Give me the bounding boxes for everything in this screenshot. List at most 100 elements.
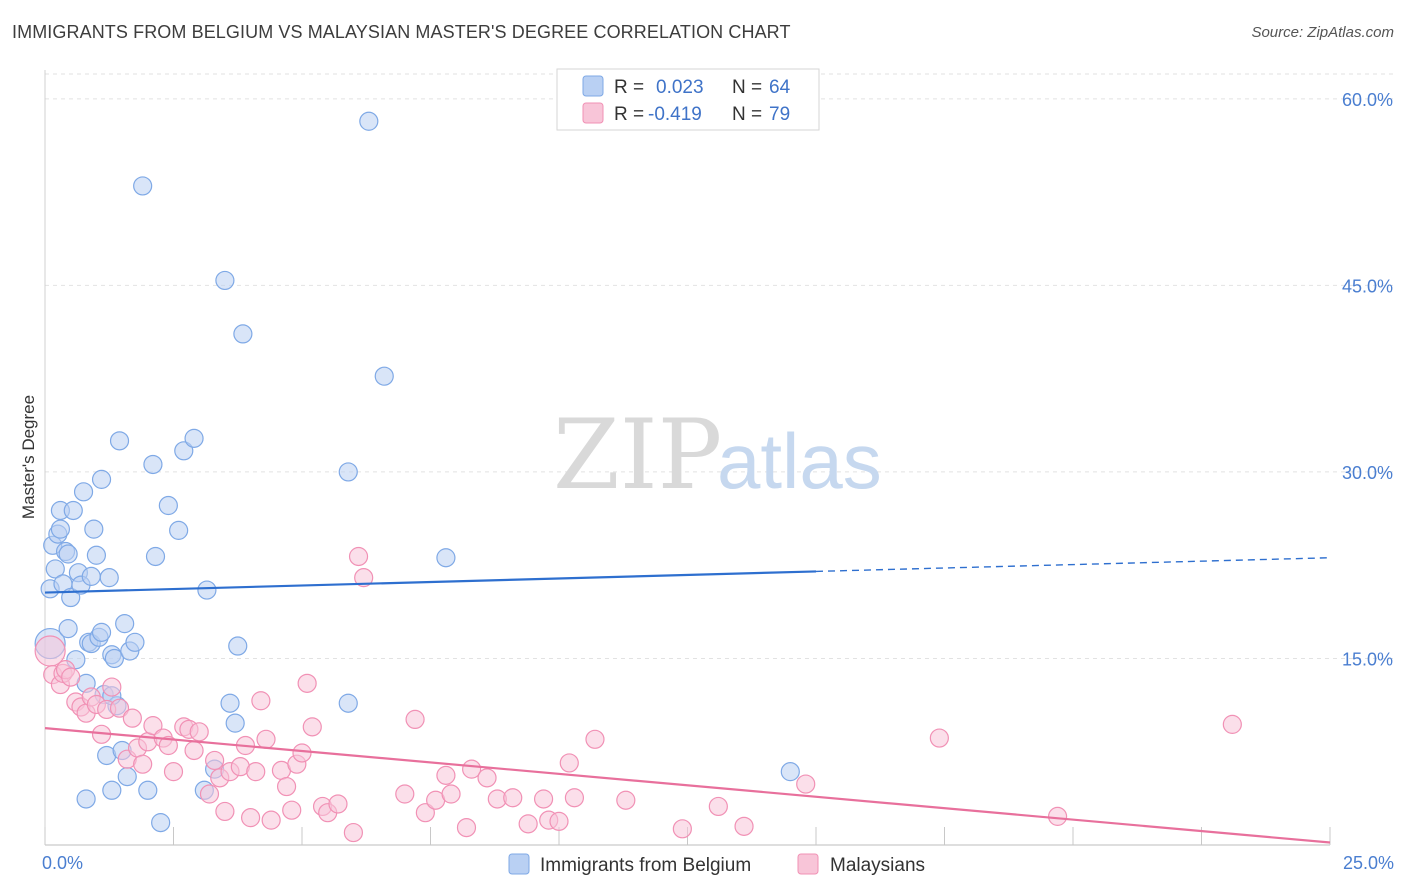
belgium-point-20 bbox=[81, 566, 101, 586]
belgium-point-3 bbox=[45, 559, 65, 579]
malaysian-point-29 bbox=[205, 750, 225, 771]
y-tick-label-0: 15.0% bbox=[1342, 649, 1393, 669]
belgium-point-47 bbox=[174, 441, 194, 461]
legend-n-label-belgium: N = bbox=[732, 77, 762, 98]
malaysian-point-42 bbox=[282, 800, 302, 820]
bottom-legend-swatch-malaysians[interactable] bbox=[797, 853, 819, 875]
malaysian-point-75 bbox=[796, 774, 816, 794]
malaysian-point-69 bbox=[564, 788, 585, 808]
malaysian-point-45 bbox=[297, 673, 317, 693]
y-tick-labels: 15.0% 30.0% 45.0% 60.0% bbox=[1342, 90, 1393, 670]
belgium-point-36 bbox=[115, 614, 135, 634]
data-points bbox=[34, 111, 1242, 843]
malaysian-point-18 bbox=[133, 754, 153, 774]
belgium-point-22 bbox=[84, 519, 104, 539]
belgium-point-23 bbox=[86, 545, 107, 565]
belgium-point-54 bbox=[225, 713, 245, 733]
bottom-legend: Immigrants from Belgium Malaysians bbox=[508, 853, 925, 876]
belgium-point-41 bbox=[138, 780, 158, 800]
bottom-legend-swatch-belgium[interactable] bbox=[508, 853, 530, 875]
y-tick-label-1: 30.0% bbox=[1342, 463, 1393, 483]
malaysian-point-57 bbox=[436, 765, 456, 785]
malaysian-point-14 bbox=[109, 698, 130, 718]
belgium-point-42 bbox=[143, 454, 163, 475]
legend-r-label-malaysians: R = bbox=[614, 104, 644, 125]
malaysian-point-68 bbox=[559, 753, 579, 773]
trend-line-belgium-extension bbox=[815, 557, 1331, 573]
malaysian-point-28 bbox=[199, 784, 220, 804]
belgium-point-10 bbox=[58, 544, 78, 564]
malaysian-point-16 bbox=[122, 708, 142, 728]
belgium-point-62 bbox=[780, 762, 800, 782]
malaysian-point-73 bbox=[708, 796, 728, 817]
malaysian-point-51 bbox=[348, 546, 369, 567]
y-tick-label-2: 45.0% bbox=[1342, 276, 1393, 296]
malaysian-point-76 bbox=[929, 728, 949, 748]
malaysian-point-50 bbox=[343, 822, 363, 843]
belgium-point-59 bbox=[359, 111, 379, 131]
malaysian-point-53 bbox=[395, 784, 415, 804]
source-label: Source: ZipAtlas.com bbox=[1251, 24, 1394, 41]
chart-title: IMMIGRANTS FROM BELGIUM VS MALAYSIAN MAS… bbox=[12, 22, 791, 42]
malaysian-point-64 bbox=[518, 814, 538, 834]
malaysian-point-27 bbox=[189, 722, 209, 742]
x-tick-label-1: 25.0% bbox=[1343, 853, 1394, 873]
malaysian-point-54 bbox=[405, 709, 425, 730]
belgium-point-48 bbox=[184, 428, 204, 448]
malaysian-point-44 bbox=[292, 743, 312, 763]
malaysian-point-59 bbox=[456, 817, 477, 838]
malaysian-point-39 bbox=[261, 810, 281, 830]
malaysian-point-65 bbox=[533, 789, 554, 809]
belgium-point-58 bbox=[338, 462, 358, 482]
malaysian-point-61 bbox=[477, 768, 497, 788]
legend-r-value-belgium: 0.023 bbox=[656, 77, 704, 98]
legend-swatch-malaysians bbox=[582, 102, 604, 124]
malaysian-point-37 bbox=[251, 691, 271, 711]
malaysian-point-20 bbox=[143, 716, 163, 736]
belgium-point-43 bbox=[145, 546, 166, 567]
malaysian-point-38 bbox=[256, 729, 276, 749]
x-tick-labels: 0.0% 25.0% bbox=[42, 853, 1394, 873]
belgium-point-34 bbox=[109, 431, 130, 451]
belgium-point-30 bbox=[102, 780, 122, 800]
x-tick-label-0: 0.0% bbox=[42, 853, 83, 873]
malaysian-point-31 bbox=[215, 801, 235, 822]
malaysian-point-77 bbox=[1047, 806, 1068, 826]
legend-n-label-malaysians: N = bbox=[732, 104, 762, 125]
trend-lines bbox=[44, 557, 1331, 844]
belgium-point-29 bbox=[99, 568, 119, 588]
bottom-legend-label-malaysians[interactable]: Malaysians bbox=[830, 855, 925, 876]
belgium-point-40 bbox=[133, 176, 153, 196]
belgium-point-9 bbox=[58, 619, 78, 639]
malaysian-point-49 bbox=[328, 794, 348, 814]
belgium-point-18 bbox=[76, 789, 96, 809]
bottom-legend-label-belgium[interactable]: Immigrants from Belgium bbox=[540, 855, 751, 876]
belgium-point-37 bbox=[117, 767, 137, 787]
belgium-point-56 bbox=[233, 324, 253, 344]
y-tick-label-3: 60.0% bbox=[1342, 90, 1393, 110]
malaysian-point-23 bbox=[163, 762, 184, 782]
malaysian-point-52 bbox=[354, 568, 374, 588]
legend-swatch-belgium bbox=[582, 75, 604, 97]
malaysian-point-41 bbox=[276, 776, 297, 797]
belgium-point-16 bbox=[73, 482, 94, 502]
belgium-point-39 bbox=[125, 632, 145, 652]
watermark-zip: ZIP bbox=[553, 399, 722, 511]
belgium-point-32 bbox=[104, 648, 124, 669]
trend-line-belgium bbox=[44, 570, 817, 594]
belgium-point-25 bbox=[91, 622, 112, 642]
malaysian-point-26 bbox=[184, 740, 204, 761]
malaysian-point-58 bbox=[441, 784, 461, 804]
malaysian-point-35 bbox=[241, 808, 261, 828]
belgium-point-44 bbox=[151, 813, 171, 833]
malaysian-point-22 bbox=[158, 735, 178, 756]
y-axis-label: Master's Degree bbox=[19, 395, 38, 519]
belgium-point-53 bbox=[220, 693, 240, 713]
legend-n-value-belgium: 64 bbox=[769, 77, 791, 98]
belgium-point-61 bbox=[436, 548, 456, 568]
legend-r-label-belgium: R = bbox=[614, 77, 644, 98]
belgium-point-55 bbox=[228, 636, 248, 656]
legend-n-value-malaysians: 79 bbox=[769, 104, 790, 125]
belgium-point-26 bbox=[91, 469, 112, 489]
